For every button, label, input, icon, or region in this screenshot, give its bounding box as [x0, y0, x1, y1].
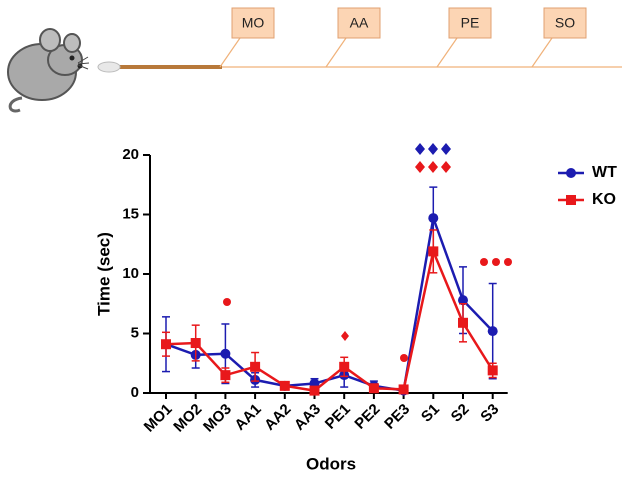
connector — [531, 37, 553, 68]
swab-tip — [97, 61, 121, 73]
significance-markers — [223, 143, 512, 362]
marker — [368, 383, 379, 394]
odor-box — [448, 7, 492, 39]
marker — [428, 213, 439, 224]
marker — [161, 339, 171, 350]
y-tick-label: 0 — [131, 384, 139, 401]
x-tick-label: S3 — [477, 401, 502, 426]
marker — [309, 385, 320, 396]
connector — [325, 37, 347, 68]
odor-box-label: AA — [350, 15, 369, 31]
x-tick-label: AA1 — [231, 401, 264, 434]
odor-box — [337, 7, 381, 39]
marker — [190, 338, 201, 349]
series-line — [165, 247, 494, 392]
marker — [220, 370, 231, 381]
marker — [279, 380, 290, 391]
y-tick-label: 20 — [122, 146, 139, 163]
marker — [428, 246, 439, 257]
y-axis-label: Time (sec) — [94, 232, 113, 316]
y-tick-label: 10 — [122, 265, 139, 282]
connector — [219, 37, 241, 68]
x-tick-label: PE2 — [351, 401, 383, 433]
odor-box-label: PE — [461, 15, 480, 31]
x-tick-label: PE1 — [322, 401, 354, 433]
x-tick-label: MO3 — [200, 401, 235, 436]
swab-stick — [118, 65, 222, 69]
connector — [436, 37, 458, 68]
marker — [398, 384, 409, 395]
legend-label: WT — [592, 164, 617, 181]
legend-marker — [566, 168, 576, 178]
marker — [250, 361, 261, 372]
odor-box — [543, 7, 587, 39]
x-tick-label: AA3 — [291, 401, 324, 434]
x-tick-label: S1 — [418, 401, 443, 426]
marker — [220, 348, 231, 359]
legend-marker — [566, 195, 576, 205]
x-tick-label: AA2 — [261, 401, 294, 434]
x-tick-label: S2 — [448, 401, 473, 426]
mouse-icon — [7, 28, 90, 113]
marker — [339, 361, 350, 372]
marker — [487, 365, 498, 376]
x-tick-label: MO2 — [170, 401, 205, 436]
odor-box-label: MO — [242, 15, 265, 31]
x-axis-label: Odors — [306, 454, 356, 473]
legend-label: KO — [592, 191, 616, 208]
x-tick-label: MO1 — [141, 401, 176, 436]
marker — [487, 326, 498, 337]
marker — [458, 295, 468, 306]
odor-box — [231, 7, 275, 39]
marker — [458, 317, 468, 328]
odor-box-label: SO — [555, 15, 575, 31]
y-tick-label: 5 — [131, 324, 139, 341]
y-tick-label: 15 — [122, 205, 139, 222]
x-tick-label: PE3 — [381, 401, 413, 433]
